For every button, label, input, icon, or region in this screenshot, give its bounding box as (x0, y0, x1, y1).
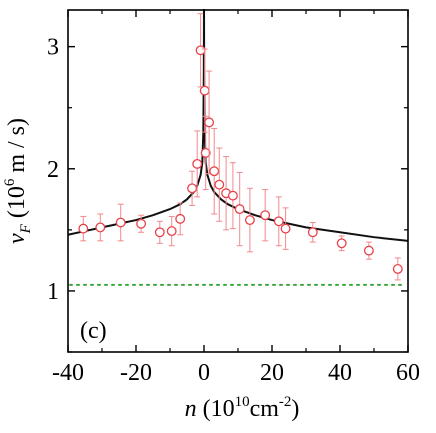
data-point (244, 187, 255, 253)
y-tick-label: 1 (47, 279, 59, 305)
data-point (166, 215, 177, 247)
y-axis-label: vF (106 m / s) (2, 118, 34, 244)
y-axis-unit-suffix: m / s) (4, 118, 30, 179)
x-axis-unit-exp: 10 (235, 394, 250, 410)
point-marker (199, 85, 210, 96)
data-point (187, 170, 198, 206)
point-marker (307, 227, 318, 238)
point-marker (227, 190, 238, 201)
x-tick-label: 40 (328, 360, 352, 386)
data-point (307, 222, 318, 243)
data-point (227, 162, 238, 230)
point-marker (200, 147, 211, 158)
data-point (78, 215, 89, 242)
point-marker (363, 245, 374, 256)
x-tick-label: -20 (120, 360, 152, 386)
point-marker (195, 45, 206, 56)
data-point (280, 207, 291, 250)
point-marker (244, 215, 255, 226)
data-point (136, 214, 147, 233)
point-marker (209, 166, 220, 177)
x-tick-label: 20 (260, 360, 284, 386)
x-axis-label: n (1010cm-2) (185, 394, 300, 422)
x-axis-unit-mid: cm (250, 396, 280, 422)
point-marker (260, 210, 271, 221)
data-point (115, 203, 126, 242)
data-point (336, 235, 347, 252)
data-point (273, 196, 284, 247)
y-axis-symbol: v (4, 233, 30, 244)
x-tick-label: 60 (396, 360, 420, 386)
x-axis-symbol: n (185, 396, 197, 422)
point-marker (115, 217, 126, 228)
data-point (214, 147, 225, 222)
plot-frame (67, 9, 409, 353)
data-point (392, 257, 403, 281)
point-marker (175, 213, 186, 224)
x-axis-unit-suffix: ) (291, 396, 299, 422)
data-point (204, 70, 215, 175)
y-axis-unit-prefix: (10 (4, 186, 30, 224)
point-marker (273, 216, 284, 227)
data-point (192, 130, 203, 198)
point-marker (136, 218, 147, 229)
point-marker (214, 179, 225, 190)
x-tick-label: -40 (52, 360, 84, 386)
x-axis-ticks: -40 -20 0 20 40 60 (52, 10, 420, 386)
data-point (200, 115, 211, 191)
x-tick-label: 0 (198, 360, 210, 386)
panel-label: (c) (80, 318, 107, 344)
data-point (209, 127, 220, 215)
point-marker (234, 204, 245, 215)
y-tick-label: 3 (47, 35, 59, 61)
y-axis-ticks: 1 2 3 (47, 35, 408, 353)
data-point (95, 213, 106, 242)
point-marker (336, 238, 347, 249)
data-point (234, 171, 245, 247)
data-points-group (78, 13, 403, 281)
point-marker (392, 263, 403, 274)
point-marker (154, 227, 165, 238)
y-axis-unit-exp: 6 (2, 178, 18, 186)
data-point (154, 220, 165, 244)
point-marker (280, 223, 291, 234)
point-marker (95, 222, 106, 233)
y-axis-subscript: F (18, 223, 34, 234)
y-tick-label: 2 (47, 157, 59, 183)
data-point (175, 202, 186, 236)
data-point (199, 48, 210, 133)
point-marker (204, 117, 215, 128)
point-marker (166, 226, 177, 237)
x-axis-unit-exp2: -2 (279, 394, 292, 410)
data-point (260, 189, 271, 242)
data-point (363, 241, 374, 260)
point-marker (192, 158, 203, 169)
point-marker (187, 183, 198, 194)
point-marker (78, 223, 89, 234)
x-axis-unit-prefix: (10 (197, 396, 235, 422)
